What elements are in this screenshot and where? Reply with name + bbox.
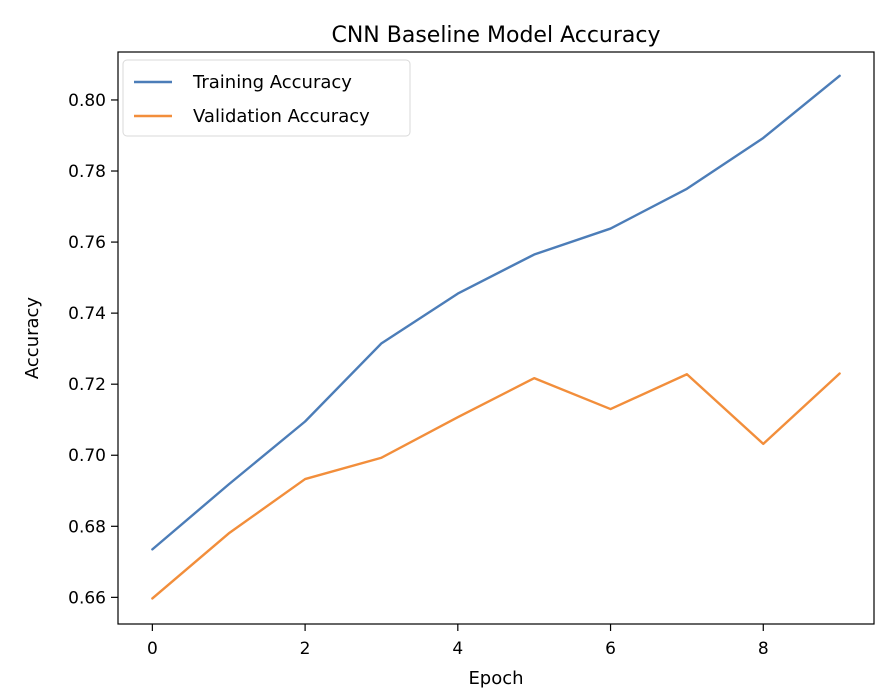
y-axis-label: Accuracy [22, 297, 43, 380]
y-axis-tick-label: 0.74 [68, 304, 106, 324]
legend-validation-label: Validation Accuracy [193, 106, 370, 127]
validation-accuracy-line [151, 372, 841, 600]
x-axis-tick-label: 6 [605, 639, 616, 659]
y-axis: 0.66 0.68 0.70 0.72 0.74 0.76 0.78 0.80 [68, 91, 118, 608]
y-axis-tick-label: 0.70 [68, 446, 106, 466]
y-axis-tick-label: 0.68 [68, 517, 106, 537]
legend-training-label: Training Accuracy [192, 72, 352, 93]
y-axis-tick-label: 0.76 [68, 233, 106, 253]
x-axis-label: Epoch [468, 668, 523, 689]
x-axis-tick-label: 0 [147, 639, 158, 659]
x-axis: 0 2 4 6 8 [147, 624, 769, 659]
legend-box [122, 59, 411, 137]
y-axis-tick-label: 0.66 [68, 588, 106, 608]
y-axis-tick-label: 0.80 [68, 91, 106, 111]
y-axis-tick-label: 0.78 [68, 162, 106, 182]
legend: Training Accuracy Validation Accuracy [122, 59, 411, 137]
y-axis-tick-label: 0.72 [68, 375, 106, 395]
training-accuracy-line [151, 74, 841, 551]
x-axis-tick-label: 8 [758, 639, 769, 659]
chart-title: CNN Baseline Model Accuracy [331, 23, 660, 48]
x-axis-tick-label: 2 [300, 639, 311, 659]
plot-area-frame [117, 51, 875, 625]
series-layer [151, 74, 841, 600]
legend-items: Training Accuracy Validation Accuracy [134, 72, 370, 127]
x-axis-tick-label: 4 [452, 639, 463, 659]
